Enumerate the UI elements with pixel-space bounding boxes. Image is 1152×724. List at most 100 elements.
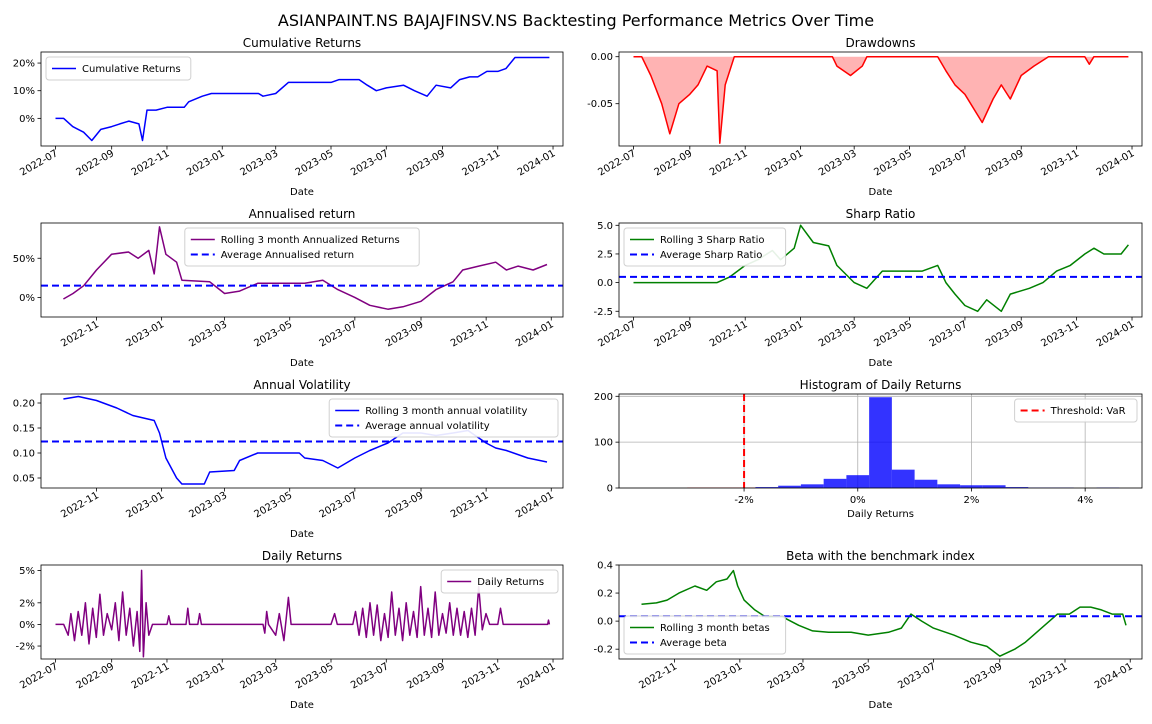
x-tick-label: 0% bbox=[850, 495, 866, 506]
x-tick-label: 2023-09 bbox=[405, 661, 447, 691]
y-tick-label: -0.05 bbox=[587, 99, 613, 110]
y-tick-label: -2.5 bbox=[593, 307, 613, 318]
legend-label: Rolling 3 Sharp Ratio bbox=[660, 235, 764, 246]
x-tick-label: 2023-11 bbox=[1028, 661, 1070, 691]
x-tick-label: 2022-07 bbox=[596, 319, 638, 349]
x-tick-label: 2022-11 bbox=[708, 319, 750, 349]
x-tick-label: 2022-07 bbox=[18, 148, 60, 178]
x-tick-label: 2023-11 bbox=[449, 319, 491, 349]
x-tick-label: 2023-05 bbox=[872, 148, 914, 178]
legend-label: Rolling 3 month Annualized Returns bbox=[221, 235, 400, 246]
y-tick-label: 2.5 bbox=[597, 249, 613, 260]
chart-hist: Histogram of Daily Returns0100200-2%0%2%… bbox=[594, 378, 1142, 520]
x-tick-label: 2023-03 bbox=[187, 319, 229, 349]
x-tick-label: 2023-07 bbox=[349, 148, 391, 178]
x-tick-label: 2024-01 bbox=[1095, 319, 1137, 349]
x-axis-label: Date bbox=[290, 358, 314, 369]
legend: Rolling 3 month Annualized ReturnsAverag… bbox=[185, 228, 419, 266]
chart-title: Annualised return bbox=[249, 207, 356, 221]
legend-label: Average beta bbox=[660, 638, 727, 649]
chart-vol: Annual Volatility0.050.100.150.202022-11… bbox=[13, 378, 563, 540]
x-tick-label: 2023-07 bbox=[318, 319, 360, 349]
histogram-bar bbox=[983, 485, 1006, 488]
y-tick-label: -0.2 bbox=[593, 645, 613, 656]
y-tick-label: 0% bbox=[19, 114, 35, 125]
x-axis-label: Date bbox=[290, 187, 314, 198]
x-tick-label: 2024-01 bbox=[516, 661, 558, 691]
chart-title: Annual Volatility bbox=[253, 378, 350, 392]
histogram-bar bbox=[869, 397, 892, 488]
x-tick-label: 2024-01 bbox=[514, 319, 556, 349]
y-tick-label: 0.10 bbox=[13, 449, 35, 460]
histogram-bar bbox=[960, 485, 983, 488]
y-tick-label: 0 bbox=[607, 484, 613, 495]
x-tick-label: 2022-07 bbox=[18, 661, 60, 691]
x-tick-label: 2023-05 bbox=[831, 661, 873, 691]
x-tick-label: 2022-07 bbox=[596, 148, 638, 178]
x-tick-label: 2023-11 bbox=[449, 490, 491, 520]
chart-title: Drawdowns bbox=[846, 36, 916, 50]
y-tick-label: 0% bbox=[19, 293, 35, 304]
legend: Rolling 3 month betas Average beta bbox=[624, 616, 786, 654]
x-tick-label: 2023-11 bbox=[461, 661, 503, 691]
chart-title: Cumulative Returns bbox=[243, 36, 361, 50]
x-tick-label: 2023-01 bbox=[124, 319, 166, 349]
x-tick-label: 2023-01 bbox=[763, 319, 805, 349]
histogram-bar bbox=[892, 470, 915, 488]
x-axis-label: Date bbox=[869, 358, 893, 369]
x-axis-label: Date bbox=[869, 700, 893, 711]
x-tick-label: 2023-07 bbox=[928, 319, 970, 349]
x-tick-label: 2023-11 bbox=[461, 148, 503, 178]
x-tick-label: 2024-01 bbox=[516, 148, 558, 178]
x-axis-label: Date bbox=[290, 700, 314, 711]
chart-title: Histogram of Daily Returns bbox=[800, 378, 962, 392]
x-tick-label: 2023-09 bbox=[984, 148, 1026, 178]
y-tick-label: 0.0 bbox=[597, 617, 613, 628]
chart-cum: Cumulative Returns 0% 10% 20% 2022-07 2022-09… bbox=[13, 36, 563, 198]
chart-title: Daily Returns bbox=[262, 549, 342, 563]
x-tick-label: 2023-05 bbox=[253, 490, 295, 520]
x-tick-label: 2023-01 bbox=[703, 661, 745, 691]
y-tick-label: 10% bbox=[13, 86, 35, 97]
x-tick-label: 2022-09 bbox=[74, 148, 116, 178]
y-tick-label: 50% bbox=[13, 254, 35, 265]
y-tick-label: 0.15 bbox=[13, 424, 35, 435]
y-tick-label: 0.20 bbox=[13, 399, 35, 410]
legend-label: Average Sharp Ratio bbox=[660, 250, 762, 261]
y-tick-label: 0% bbox=[19, 620, 35, 631]
legend-label: Rolling 3 month annual volatility bbox=[365, 406, 527, 417]
y-tick-label: 0.00 bbox=[591, 52, 613, 63]
y-tick-label: 0.2 bbox=[597, 589, 613, 600]
y-tick-label: 0.0 bbox=[597, 278, 613, 289]
x-tick-label: 2022-11 bbox=[637, 661, 679, 691]
histogram-bar bbox=[824, 479, 847, 488]
legend-label: Average annual volatility bbox=[365, 421, 490, 432]
chart-beta: Beta with the benchmark index-0.20.00.20… bbox=[593, 549, 1142, 711]
legend: Threshold: VaR bbox=[1015, 399, 1137, 422]
x-tick-label: 2023-05 bbox=[294, 148, 336, 178]
x-tick-label: 2024-01 bbox=[1095, 148, 1137, 178]
legend-label: Daily Returns bbox=[477, 577, 544, 588]
plot-area bbox=[634, 57, 1129, 144]
x-tick-label: 2024-01 bbox=[1093, 661, 1135, 691]
x-tick-label: 2023-03 bbox=[239, 661, 281, 691]
x-tick-label: -2% bbox=[734, 495, 753, 506]
x-tick-label: 2023-11 bbox=[1039, 148, 1081, 178]
x-tick-label: 2023-03 bbox=[239, 148, 281, 178]
legend: Cumulative Returns bbox=[46, 57, 191, 80]
histogram-bar bbox=[937, 484, 960, 488]
chart-title: Sharp Ratio bbox=[846, 207, 916, 221]
x-tick-label: 2023-03 bbox=[766, 661, 808, 691]
legend-label: Rolling 3 month betas bbox=[660, 623, 770, 634]
x-tick-label: 2023-07 bbox=[928, 148, 970, 178]
x-tick-label: 2023-05 bbox=[872, 319, 914, 349]
y-tick-label: 20% bbox=[13, 59, 35, 70]
legend: Rolling 3 month annual volatility Average… bbox=[329, 399, 558, 437]
y-tick-label: -2% bbox=[16, 642, 35, 653]
histogram-bar bbox=[801, 484, 824, 488]
x-tick-label: 2023-05 bbox=[253, 319, 295, 349]
x-tick-label: 2023-11 bbox=[1039, 319, 1081, 349]
histogram-bar bbox=[915, 480, 938, 488]
